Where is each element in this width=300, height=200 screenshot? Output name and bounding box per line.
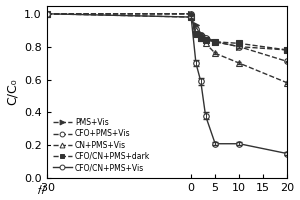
CFO/CN+PMS+dark [213,41,217,43]
Line: CFO/CN+PMS+dark: CFO/CN+PMS+dark [44,11,290,53]
Legend: PMS+Vis, CFO+PMS+Vis, CN+PMS+Vis, CFO/CN+PMS+dark, CFO/CN+PMS+Vis: PMS+Vis, CFO+PMS+Vis, CN+PMS+Vis, CFO/CN… [50,116,152,174]
PMS+Vis [189,13,193,15]
CFO/CN+PMS+Vis [189,16,193,18]
CFO/CN+PMS+dark [45,13,49,15]
Text: //: // [38,185,46,195]
CFO/CN+PMS+Vis [45,13,49,15]
Y-axis label: C/C₀: C/C₀ [6,79,19,105]
CN+PMS+Vis [45,13,49,15]
CFO+PMS+Vis [213,41,217,43]
PMS+Vis [45,13,49,15]
PMS+Vis [213,41,217,43]
Line: CFO/CN+PMS+Vis: CFO/CN+PMS+Vis [44,11,290,156]
CFO+PMS+Vis [204,37,207,40]
PMS+Vis [286,49,289,51]
CFO/CN+PMS+Vis [238,143,241,145]
CFO+PMS+Vis [199,34,202,36]
CFO+PMS+Vis [286,60,289,63]
CN+PMS+Vis [199,37,202,40]
CN+PMS+Vis [238,62,241,64]
CFO/CN+PMS+Vis [286,152,289,155]
PMS+Vis [204,36,207,38]
PMS+Vis [199,32,202,35]
CFO/CN+PMS+Vis [194,62,198,64]
CFO+PMS+Vis [238,45,241,48]
CFO/CN+PMS+dark [189,16,193,18]
CN+PMS+Vis [204,42,207,45]
Line: CFO+PMS+Vis: CFO+PMS+Vis [44,11,290,64]
CN+PMS+Vis [213,52,217,54]
CFO+PMS+Vis [189,13,193,15]
CFO+PMS+Vis [45,13,49,15]
Line: CN+PMS+Vis: CN+PMS+Vis [44,11,290,86]
CFO/CN+PMS+dark [204,39,207,41]
CFO/CN+PMS+dark [286,49,289,51]
CFO/CN+PMS+dark [238,42,241,45]
CN+PMS+Vis [189,13,193,15]
PMS+Vis [238,45,241,48]
CN+PMS+Vis [286,82,289,84]
CN+PMS+Vis [194,29,198,31]
PMS+Vis [194,24,198,26]
Line: PMS+Vis: PMS+Vis [44,11,290,53]
CFO+PMS+Vis [194,27,198,30]
CFO/CN+PMS+Vis [199,80,202,82]
CFO/CN+PMS+Vis [204,115,207,117]
CFO/CN+PMS+dark [199,37,202,40]
CFO/CN+PMS+dark [194,32,198,35]
CFO/CN+PMS+Vis [213,143,217,145]
